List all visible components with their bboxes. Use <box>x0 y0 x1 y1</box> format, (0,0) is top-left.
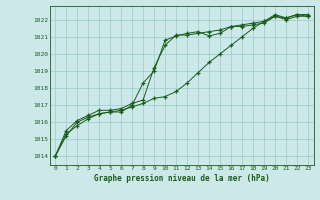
X-axis label: Graphe pression niveau de la mer (hPa): Graphe pression niveau de la mer (hPa) <box>94 174 269 183</box>
